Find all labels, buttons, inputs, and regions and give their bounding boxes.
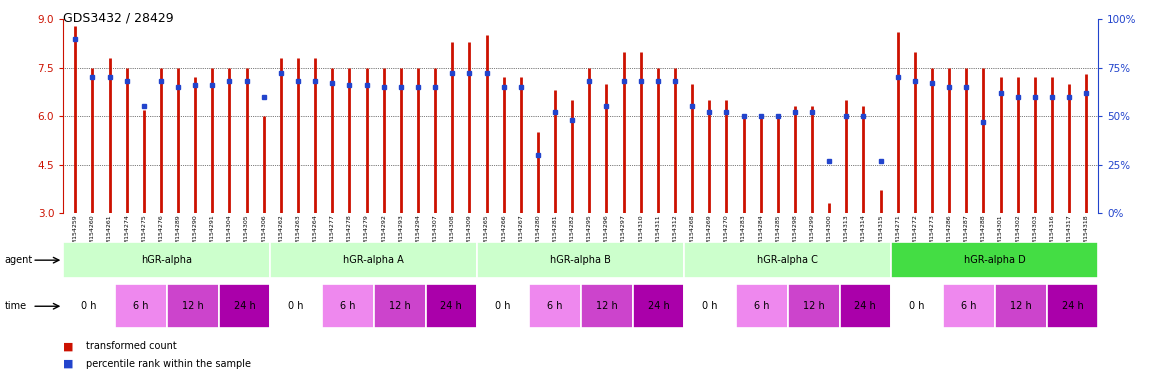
Bar (374, 284, 426, 328)
Bar (684, 284, 736, 328)
Text: GDS3432 / 28429: GDS3432 / 28429 (63, 12, 174, 25)
Text: 0 h: 0 h (289, 301, 304, 311)
Text: 12 h: 12 h (1010, 301, 1032, 311)
Text: 12 h: 12 h (803, 301, 825, 311)
Text: 6 h: 6 h (754, 301, 769, 311)
Bar (115, 284, 167, 328)
Bar (684, 242, 891, 278)
Text: 6 h: 6 h (340, 301, 355, 311)
Text: 0 h: 0 h (703, 301, 718, 311)
Bar (995, 284, 1046, 328)
Bar (322, 284, 374, 328)
Bar (1046, 284, 1098, 328)
Text: ■: ■ (63, 359, 74, 369)
Text: 24 h: 24 h (233, 301, 255, 311)
Text: hGR-alpha B: hGR-alpha B (551, 255, 611, 265)
Bar (167, 284, 218, 328)
Bar (891, 284, 943, 328)
Bar (477, 242, 684, 278)
Bar (477, 284, 529, 328)
Text: hGR-alpha A: hGR-alpha A (344, 255, 404, 265)
Text: agent: agent (5, 255, 33, 265)
Bar (891, 242, 1098, 278)
Text: transformed count: transformed count (86, 341, 177, 351)
Text: 0 h: 0 h (910, 301, 925, 311)
Text: 24 h: 24 h (1061, 301, 1083, 311)
Text: time: time (5, 301, 26, 311)
Text: 6 h: 6 h (961, 301, 976, 311)
Bar (736, 284, 788, 328)
Text: 6 h: 6 h (133, 301, 148, 311)
Text: percentile rank within the sample: percentile rank within the sample (86, 359, 251, 369)
Bar (632, 284, 684, 328)
Bar (529, 284, 581, 328)
Bar (270, 242, 477, 278)
Bar (63, 284, 115, 328)
Bar (840, 284, 891, 328)
Text: hGR-alpha C: hGR-alpha C (758, 255, 818, 265)
Text: 0 h: 0 h (82, 301, 97, 311)
Text: 12 h: 12 h (182, 301, 204, 311)
Text: 12 h: 12 h (389, 301, 411, 311)
Text: 24 h: 24 h (854, 301, 876, 311)
Text: 24 h: 24 h (647, 301, 669, 311)
Text: hGR-alpha: hGR-alpha (141, 255, 192, 265)
Text: 12 h: 12 h (596, 301, 618, 311)
Text: 24 h: 24 h (440, 301, 462, 311)
Text: 6 h: 6 h (547, 301, 562, 311)
Bar (218, 284, 270, 328)
Bar (788, 284, 840, 328)
Text: 0 h: 0 h (496, 301, 511, 311)
Bar (426, 284, 477, 328)
Bar (943, 284, 995, 328)
Text: hGR-alpha D: hGR-alpha D (964, 255, 1026, 265)
Bar (270, 284, 322, 328)
Bar (63, 242, 270, 278)
Bar (581, 284, 632, 328)
Text: ■: ■ (63, 341, 74, 351)
